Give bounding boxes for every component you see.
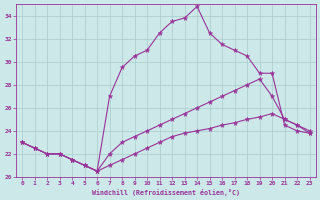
X-axis label: Windchill (Refroidissement éolien,°C): Windchill (Refroidissement éolien,°C) [92, 189, 240, 196]
